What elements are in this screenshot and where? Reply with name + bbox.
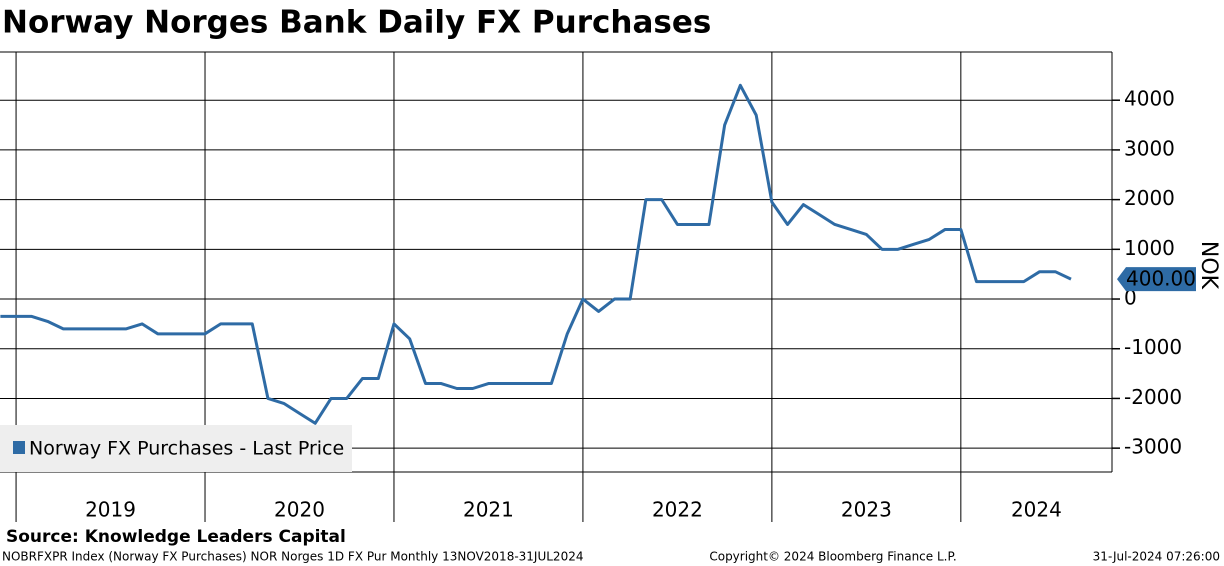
y-tick-label: 4000 <box>1124 87 1175 111</box>
x-tick-label: 2021 <box>463 498 514 522</box>
last-price-tag <box>1117 267 1196 292</box>
source: Source: Knowledge Leaders Capital <box>6 527 346 547</box>
x-tick-label: 2023 <box>841 498 892 522</box>
y-tick-label: 3000 <box>1124 136 1175 160</box>
y-tick-label: -3000 <box>1124 435 1182 459</box>
x-tick-label: 2019 <box>85 498 136 522</box>
legend-box <box>0 425 352 472</box>
legend-label: Norway FX Purchases - Last Price <box>29 438 344 460</box>
y-axis-label: NOK <box>1196 241 1221 290</box>
y-tick-label: 2000 <box>1124 186 1175 210</box>
x-tick-label: 2022 <box>652 498 703 522</box>
footer-right: 31-Jul-2024 07:26:00 <box>1093 550 1220 564</box>
chart-title: Norway Norges Bank Daily FX Purchases <box>2 5 711 41</box>
y-tick-label: 1000 <box>1124 236 1175 260</box>
x-tick-label: 2020 <box>274 498 325 522</box>
y-tick-label: -2000 <box>1124 385 1182 409</box>
x-tick-label: 2024 <box>1011 498 1062 522</box>
legend-swatch <box>13 441 25 454</box>
y-tick-label: -1000 <box>1124 335 1182 359</box>
footer-left: NOBRFXPR Index (Norway FX Purchases) NOR… <box>2 550 583 564</box>
y-tick-label: 0 <box>1124 286 1137 310</box>
data-line <box>0 83 1072 425</box>
footer-center: Copyright© 2024 Bloomberg Finance L.P. <box>709 550 956 564</box>
last-price-label: 400.00 <box>1126 267 1196 291</box>
